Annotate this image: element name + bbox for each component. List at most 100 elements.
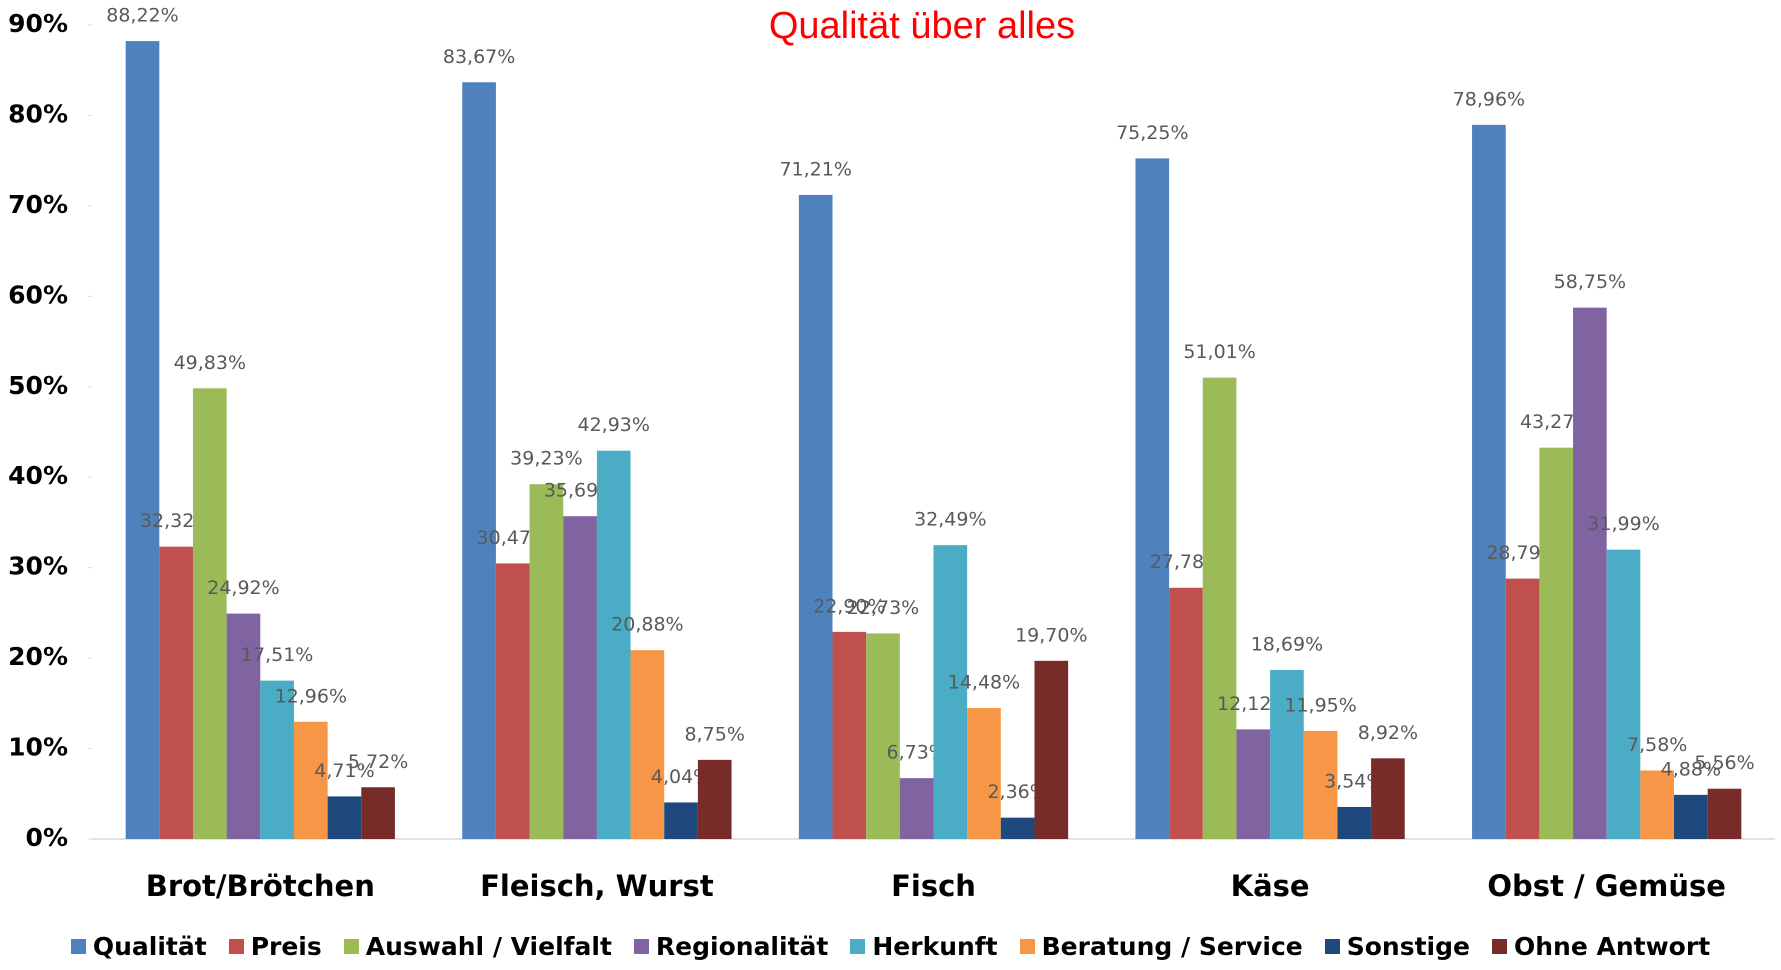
value-label: 71,21%: [779, 158, 851, 180]
legend-item: Auswahl / Vielfalt: [343, 932, 612, 961]
value-label: 83,67%: [443, 46, 515, 68]
x-tick-label: Fleisch, Wurst: [480, 869, 714, 903]
legend-swatch: [228, 939, 244, 954]
bar: [1135, 158, 1170, 840]
legend-label: Beratung / Service: [1041, 932, 1303, 961]
y-tick-label: 30%: [8, 552, 68, 581]
bar: [1337, 806, 1372, 839]
bar: [630, 650, 665, 839]
bar: [159, 546, 193, 839]
legend-swatch: [1324, 939, 1340, 954]
value-label: 18,69%: [1251, 633, 1323, 655]
bar: [1202, 377, 1237, 839]
legend-label: Qualität: [92, 932, 207, 961]
value-label: 4,88%: [1661, 758, 1721, 780]
bar: [866, 633, 900, 839]
bar: [226, 613, 261, 839]
legend-label: Herkunft: [872, 932, 998, 961]
legend-label: Preis: [250, 932, 322, 961]
legend-item: Beratung / Service: [1019, 932, 1303, 961]
bar: [563, 516, 597, 839]
bar: [192, 388, 227, 839]
value-label: 31,99%: [1587, 513, 1659, 535]
value-label: 88,22%: [106, 5, 178, 27]
value-label: 12,96%: [275, 685, 347, 707]
bar: [1640, 770, 1675, 839]
value-label: 4,04%: [651, 766, 711, 788]
legend: Qualität Preis Auswahl / Vielfalt Regionali…: [0, 932, 1781, 961]
bar: [1303, 730, 1338, 839]
legend-item: Sonstige: [1324, 932, 1470, 961]
bar: [1034, 660, 1069, 839]
value-label: 7,58%: [1627, 734, 1687, 756]
value-label: 75,25%: [1116, 122, 1188, 144]
legend-swatch: [850, 939, 866, 954]
bar: [596, 450, 631, 839]
bar: [899, 778, 934, 839]
bar: [1505, 578, 1540, 839]
legend-label: Ohne Antwort: [1513, 932, 1711, 961]
legend-swatch: [70, 939, 86, 954]
bar: [1539, 447, 1574, 839]
y-tick-label: 40%: [8, 461, 68, 490]
value-label: 22,73%: [847, 597, 919, 619]
bar: [1371, 758, 1405, 839]
y-tick-label: 90%: [8, 9, 68, 38]
value-label: 17,51%: [241, 644, 313, 666]
bar: [125, 41, 160, 839]
x-tick-label: Brot/Brötchen: [146, 869, 375, 903]
bar: [832, 631, 867, 839]
bar: [1169, 587, 1203, 839]
x-tick-label: Obst / Gemüse: [1487, 869, 1726, 903]
legend-item: Ohne Antwort: [1491, 932, 1711, 961]
value-label: 58,75%: [1554, 271, 1626, 293]
bar: [1606, 549, 1641, 839]
bar: [462, 82, 496, 839]
bar: [361, 787, 395, 839]
value-label: 39,23%: [510, 448, 582, 470]
bar: [1472, 124, 1506, 840]
value-label: 5,56%: [1694, 752, 1754, 774]
value-label: 42,93%: [578, 414, 650, 436]
chart: Qualität über alles 0% 10% 20% 30% 40% 50% 60%…: [8, 5, 1775, 903]
bar: [798, 194, 833, 839]
value-label: 32,49%: [914, 509, 986, 531]
value-label: 2,36%: [987, 781, 1047, 803]
legend-item: Preis: [228, 932, 322, 961]
bar: [495, 563, 530, 839]
chart-title: Qualität über alles: [769, 5, 1075, 47]
legend-item: Regionalität: [633, 932, 828, 961]
y-tick-label: 80%: [8, 99, 68, 128]
legend-item: Herkunft: [850, 932, 998, 961]
bar: [1236, 729, 1271, 839]
legend-swatch: [343, 939, 359, 954]
bar: [1573, 307, 1607, 839]
value-label: 11,95%: [1284, 694, 1356, 716]
value-label: 22,90%: [813, 595, 885, 617]
value-label: 8,92%: [1358, 722, 1418, 744]
value-label: 19,70%: [1015, 624, 1087, 646]
value-label: 20,88%: [611, 614, 683, 636]
value-label: 5,72%: [348, 751, 408, 773]
value-label: 6,73%: [886, 742, 946, 764]
bar: [1707, 788, 1742, 839]
bar: [1674, 794, 1708, 839]
legend-swatch: [1019, 939, 1035, 954]
value-label: 49,83%: [174, 352, 246, 374]
bar: [327, 796, 362, 839]
value-label: 51,01%: [1183, 341, 1255, 363]
legend-label: Auswahl / Vielfalt: [365, 932, 612, 961]
legend-swatch: [633, 939, 649, 954]
y-tick-label: 50%: [8, 371, 68, 400]
bar: [1270, 669, 1304, 839]
bar: [933, 545, 968, 839]
x-tick-label: Käse: [1231, 869, 1310, 903]
value-label: 8,75%: [685, 723, 745, 745]
legend-item: Qualität: [70, 932, 207, 961]
y-tick-label: 70%: [8, 190, 68, 219]
y-tick-label: 60%: [8, 280, 68, 309]
value-label: 14,48%: [948, 672, 1020, 694]
y-tick-label: 0%: [26, 823, 68, 852]
bar: [967, 708, 1001, 839]
bar: [260, 680, 294, 839]
